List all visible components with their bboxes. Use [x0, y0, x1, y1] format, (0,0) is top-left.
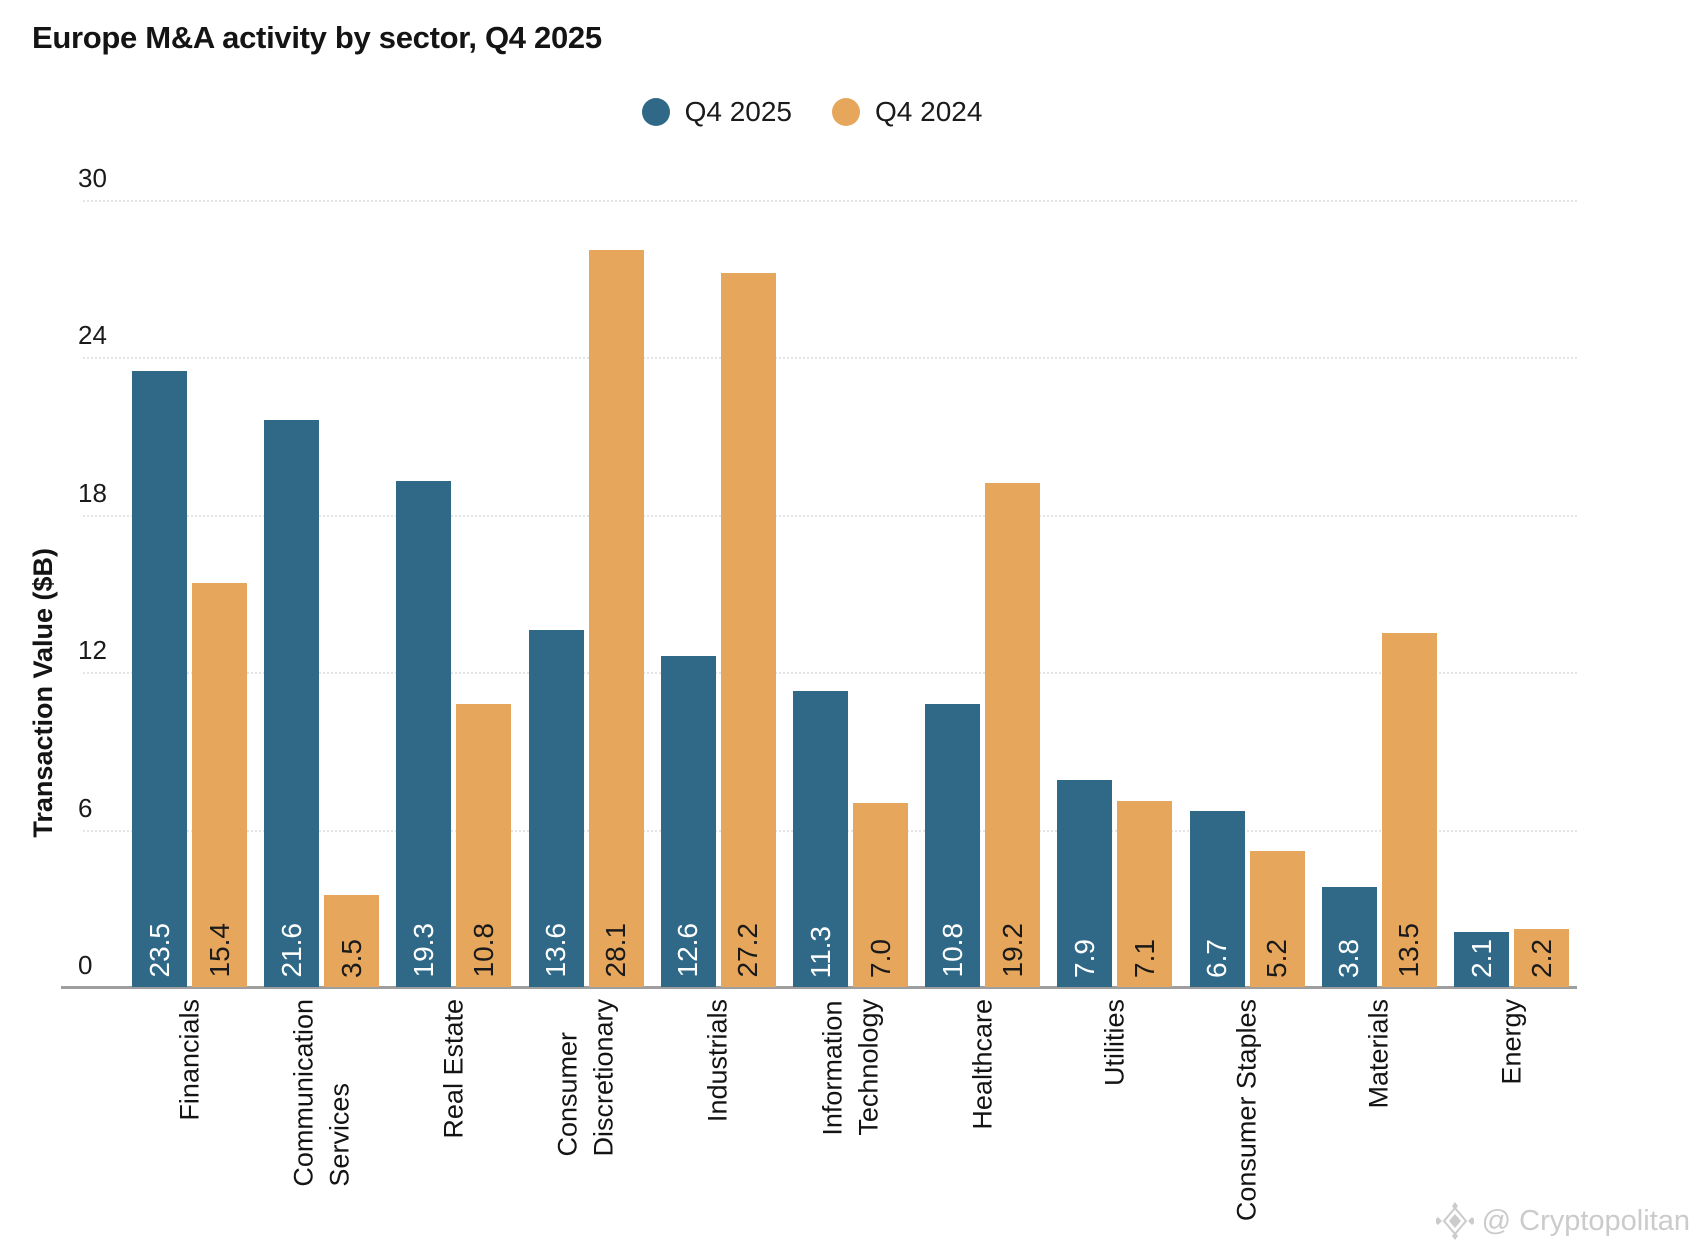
legend-label-q4-2025: Q4 2025	[684, 96, 792, 127]
bar-q4-2025-communication-services: 21.6	[264, 420, 320, 987]
x-category-label-consumer-discretionary: Consumer Discretionary	[553, 999, 620, 1157]
bar-q4-2024-real-estate: 10.8	[456, 703, 512, 987]
x-category-label-financials: Financials	[174, 999, 205, 1121]
x-category-label-line: Financials	[173, 999, 204, 1121]
bar-q4-2025-real-estate: 19.3	[396, 480, 452, 987]
bar-value-label: 23.5	[143, 923, 175, 978]
bar-value-label: 12.6	[672, 923, 704, 978]
bar-value-label: 5.2	[1261, 939, 1293, 978]
bar-value-label: 21.6	[275, 923, 307, 978]
x-category-label-line: Healthcare	[967, 999, 998, 1130]
bar-q4-2024-utilities: 7.1	[1117, 800, 1173, 987]
bar-q4-2025-healthcare: 10.8	[925, 703, 981, 987]
x-category-label-consumer-staples: Consumer Staples	[1232, 999, 1263, 1221]
bar-value-label: 10.8	[936, 923, 968, 978]
y-tick-label-6: 6	[78, 792, 93, 823]
bar-q4-2024-information-technology: 7.0	[853, 803, 908, 987]
bar-q4-2024-energy: 2.2	[1514, 929, 1569, 987]
y-tick-label-30: 30	[78, 163, 107, 193]
bar-q4-2025-industrials: 12.6	[660, 656, 716, 987]
bar-value-label: 7.1	[1128, 939, 1160, 978]
bar-value-label: 2.1	[1465, 939, 1497, 978]
gridline-12	[83, 672, 1577, 675]
x-category-label-line: Consumer Staples	[1231, 999, 1262, 1222]
bar-value-label: 15.4	[203, 923, 235, 978]
bar-value-label: 27.2	[732, 923, 764, 978]
legend-swatch-q4-2025-icon	[641, 98, 670, 126]
bar-value-label: 11.3	[804, 925, 836, 978]
legend-swatch-q4-2024-icon	[832, 98, 860, 126]
bar-q4-2025-financials: 23.5	[132, 370, 187, 987]
bar-q4-2024-healthcare: 19.2	[985, 483, 1041, 987]
x-category-label-line: Energy	[1495, 999, 1526, 1085]
x-category-label-utilities: Utilities	[1099, 999, 1130, 1086]
x-category-label-information-technology: Information Technology	[817, 999, 884, 1136]
bar-q4-2025-energy: 2.1	[1454, 931, 1509, 987]
y-tick-label-12: 12	[78, 635, 107, 666]
x-category-label-materials: Materials	[1364, 999, 1395, 1109]
watermark-text: @ Cryptopolitan	[1481, 1204, 1690, 1237]
bar-q4-2024-consumer-staples: 5.2	[1249, 850, 1305, 987]
legend-label-q4-2024: Q4 2024	[875, 96, 983, 127]
bar-q4-2024-consumer-discretionary: 28.1	[588, 249, 644, 987]
x-category-label-communication-services: Communication Services	[288, 999, 355, 1187]
x-category-label-line: Communication	[288, 999, 319, 1187]
bar-value-label: 28.1	[600, 923, 632, 978]
x-category-label-real-estate: Real Estate	[438, 999, 469, 1139]
bar-value-label: 19.3	[407, 923, 439, 978]
bar-q4-2025-materials: 3.8	[1321, 887, 1377, 987]
x-category-label-line: Materials	[1363, 999, 1394, 1109]
gridline-30	[83, 200, 1577, 202]
legend-item-q4-2024: Q4 2024	[832, 96, 982, 128]
cryptopolitan-logo-icon	[1435, 1202, 1474, 1240]
bar-value-label: 3.8	[1333, 939, 1365, 978]
x-category-label-line: Discretionary	[588, 999, 619, 1157]
x-category-label-industrials: Industrials	[703, 999, 734, 1122]
bar-value-label: 2.2	[1525, 939, 1557, 978]
bar-value-label: 10.8	[467, 923, 499, 978]
bar-q4-2024-industrials: 27.2	[720, 273, 776, 987]
legend-item-q4-2025: Q4 2025	[641, 96, 792, 128]
x-category-label-line: Consumer	[552, 1032, 583, 1157]
bar-value-label: 6.7	[1201, 939, 1233, 978]
bar-value-label: 13.5	[1393, 923, 1425, 978]
bar-value-label: 3.5	[335, 939, 367, 978]
x-category-label-energy: Energy	[1496, 999, 1527, 1085]
x-category-label-line: Industrials	[702, 999, 733, 1123]
x-category-label-line: Services	[324, 1083, 355, 1187]
bar-value-label: 19.2	[996, 923, 1028, 978]
chart-title: Europe M&A activity by sector, Q4 2025	[32, 20, 602, 55]
bar-q4-2025-consumer-discretionary: 13.6	[528, 630, 584, 987]
y-tick-label-0: 0	[78, 950, 93, 980]
bar-q4-2024-communication-services: 3.5	[324, 895, 380, 987]
x-category-label-line: Information	[816, 1000, 847, 1136]
x-axis-line	[61, 986, 1577, 989]
bar-value-label: 13.6	[540, 923, 572, 978]
bar-q4-2024-materials: 13.5	[1381, 632, 1437, 987]
y-tick-label-24: 24	[78, 320, 107, 351]
legend: Q4 2025 Q4 2024	[0, 96, 1664, 128]
bar-q4-2025-consumer-staples: 6.7	[1189, 811, 1245, 987]
bar-q4-2025-utilities: 7.9	[1057, 779, 1113, 987]
gridline-24	[83, 357, 1577, 360]
watermark: @ Cryptopolitan	[1435, 1202, 1690, 1240]
bar-q4-2025-information-technology: 11.3	[793, 690, 848, 987]
x-category-label-line: Real Estate	[438, 999, 469, 1139]
x-category-label-line: Technology	[853, 999, 883, 1136]
bar-value-label: 7.9	[1068, 939, 1100, 978]
x-category-label-line: Utilities	[1099, 999, 1130, 1087]
bar-value-label: 7.0	[864, 939, 896, 978]
x-category-label-healthcare: Healthcare	[967, 999, 998, 1130]
gridline-18	[83, 514, 1577, 517]
y-tick-label-18: 18	[78, 477, 107, 508]
bar-q4-2024-financials: 15.4	[192, 583, 247, 987]
